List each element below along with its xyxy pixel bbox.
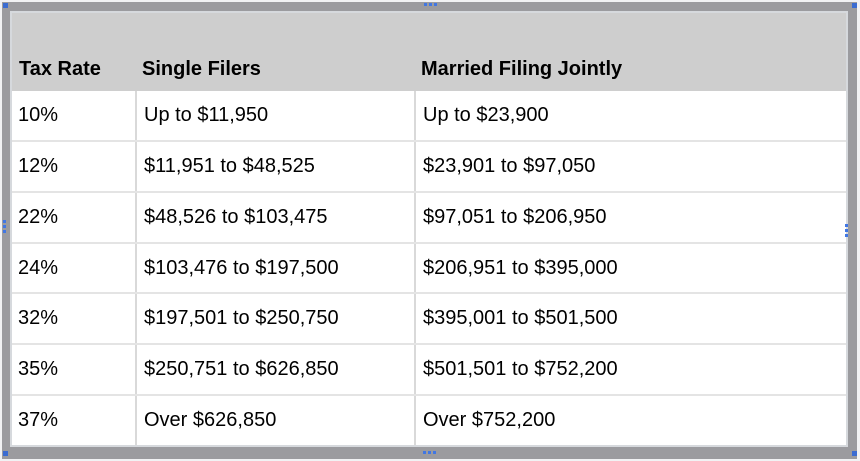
header-cell-married-filing-jointly[interactable]: Married Filing Jointly	[421, 58, 623, 80]
selection-handle-bottom-left-icon[interactable]	[3, 451, 8, 456]
table-cell[interactable]: $501,501 to $752,200	[414, 345, 846, 395]
table-row: 32% $197,501 to $250,750 $395,001 to $50…	[12, 292, 846, 344]
table-row: 22% $48,526 to $103,475 $97,051 to $206,…	[12, 190, 846, 242]
table-row: 12% $11,951 to $48,525 $23,901 to $97,05…	[12, 139, 846, 191]
table-cell[interactable]: $11,951 to $48,525	[135, 141, 414, 191]
selection-handle-bottom-right-icon[interactable]	[852, 451, 857, 456]
drag-handle-top-icon[interactable]	[424, 3, 437, 6]
selection-handle-top-left-icon[interactable]	[3, 3, 8, 8]
table-cell[interactable]: 12%	[18, 154, 59, 177]
table-header-row: Tax Rate Single Filers Married Filing Jo…	[12, 13, 846, 91]
table-cell[interactable]: 22%	[18, 205, 59, 228]
table-cell[interactable]: $103,476 to $197,500	[135, 243, 414, 293]
table-cell[interactable]: Over $626,850	[135, 396, 414, 446]
table-row: 24% $103,476 to $197,500 $206,951 to $39…	[12, 241, 846, 293]
table-cell[interactable]: $97,051 to $206,950	[414, 192, 846, 242]
table-cell[interactable]: Up to $23,900	[414, 91, 846, 140]
table-cell[interactable]: Up to $11,950	[135, 91, 414, 140]
header-cell-tax-rate[interactable]: Tax Rate	[19, 58, 101, 80]
drag-handle-right-icon[interactable]	[845, 224, 848, 237]
table-cell[interactable]: $197,501 to $250,750	[135, 294, 414, 344]
drag-handle-left-icon[interactable]	[3, 220, 6, 233]
table-cell[interactable]: Over $752,200	[414, 396, 846, 446]
table-cell[interactable]: $395,001 to $501,500	[414, 294, 846, 344]
table-cell[interactable]: 35%	[18, 358, 59, 381]
table-row: 10% Up to $11,950 Up to $23,900	[12, 91, 846, 140]
selection-handle-top-right-icon[interactable]	[852, 3, 857, 8]
table-cell[interactable]: $23,901 to $97,050	[414, 141, 846, 191]
drag-handle-bottom-icon[interactable]	[423, 451, 436, 454]
table-row: 35% $250,751 to $626,850 $501,501 to $75…	[12, 343, 846, 395]
table-cell[interactable]: 24%	[18, 256, 59, 279]
table-cell[interactable]: 32%	[18, 307, 59, 330]
tax-bracket-table: Tax Rate Single Filers Married Filing Jo…	[10, 11, 848, 447]
table-cell[interactable]: $250,751 to $626,850	[135, 345, 414, 395]
table-cell[interactable]: 10%	[18, 103, 59, 126]
table-cell[interactable]: $206,951 to $395,000	[414, 243, 846, 293]
header-cell-single-filers[interactable]: Single Filers	[142, 58, 261, 80]
table-cell[interactable]: $48,526 to $103,475	[135, 192, 414, 242]
table-cell[interactable]: 37%	[18, 409, 59, 432]
table-row: 37% Over $626,850 Over $752,200	[12, 394, 846, 446]
